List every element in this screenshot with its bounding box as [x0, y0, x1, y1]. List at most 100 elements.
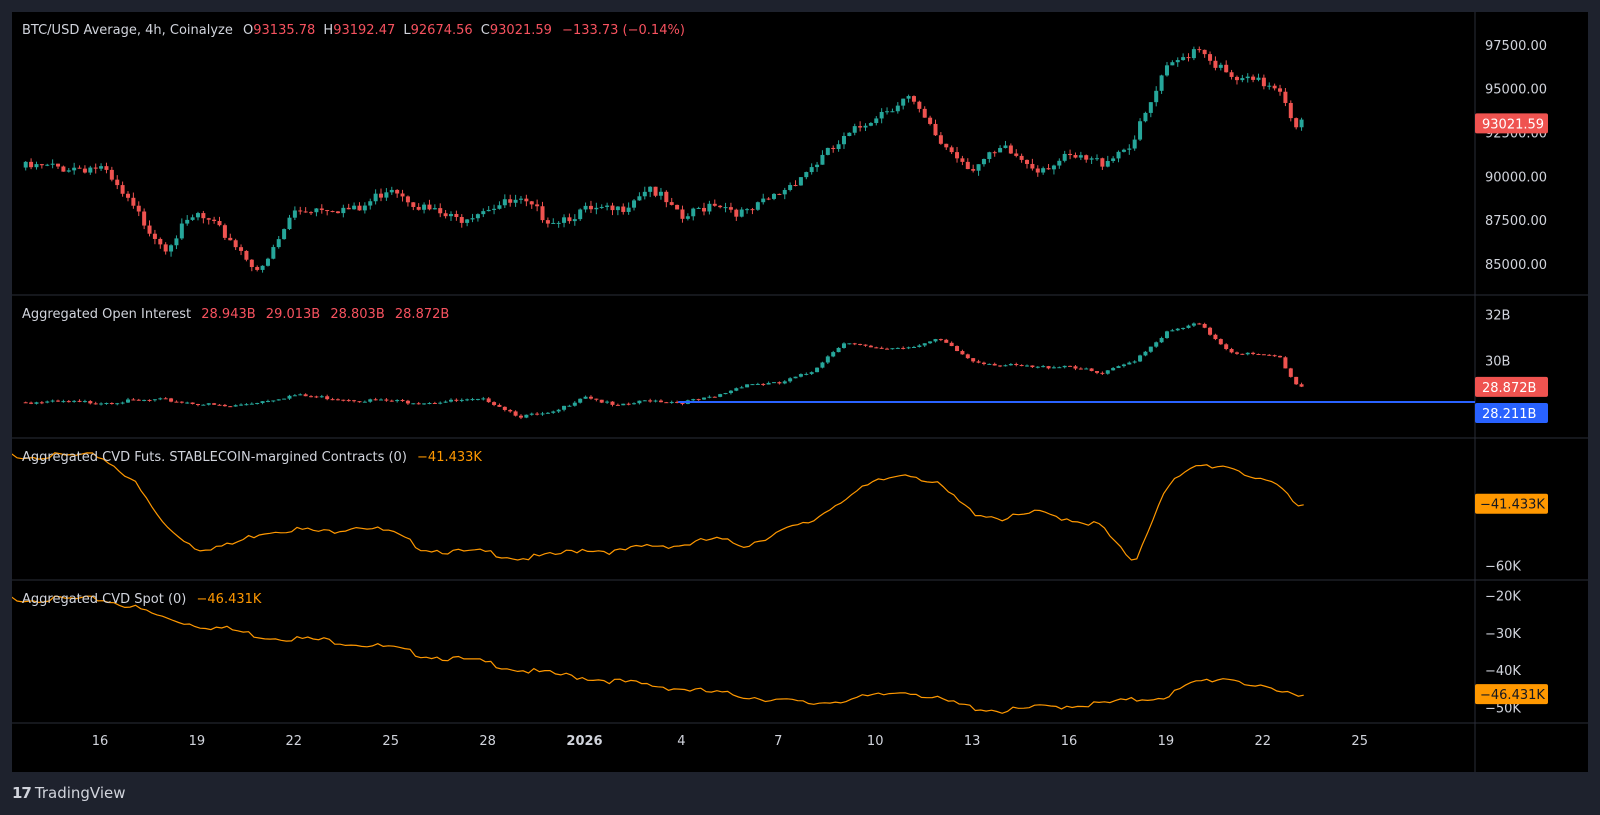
price-candle — [551, 222, 556, 224]
oi-candle — [976, 361, 981, 363]
oi-candle — [1035, 366, 1040, 368]
oi-candle — [1197, 323, 1202, 325]
oi-candle — [1041, 366, 1046, 368]
oi-candle — [1283, 357, 1288, 369]
oi-candle — [798, 374, 803, 377]
oi-candle — [459, 399, 464, 401]
oi-candle — [755, 383, 760, 385]
oi-candle — [45, 401, 50, 403]
price-candle — [233, 240, 238, 248]
oi-candle — [1256, 353, 1261, 355]
oi-candle — [1272, 355, 1277, 357]
price-candle — [1084, 155, 1089, 160]
price-candle — [443, 213, 448, 217]
price-candle — [847, 132, 852, 136]
price-candle — [820, 154, 825, 165]
oi-candle — [432, 403, 437, 405]
oi-candle — [1164, 331, 1169, 339]
oi-candle — [109, 402, 114, 404]
oi-candle — [486, 398, 491, 403]
price-candle — [249, 259, 254, 268]
oi-candle — [1224, 344, 1229, 350]
price-candle — [61, 166, 66, 172]
price-candle — [125, 193, 130, 198]
price-candle — [438, 208, 443, 214]
cvd-futs-legend-value: −41.433K — [417, 450, 482, 465]
time-axis-tick-label: 7 — [774, 734, 782, 749]
price-candle — [955, 152, 960, 159]
oi-candle — [632, 403, 637, 405]
oi-candle — [115, 403, 120, 405]
price-candle — [680, 209, 685, 219]
oi-candle — [282, 398, 287, 400]
price-candle — [685, 216, 690, 219]
chart-canvas[interactable]: 16 19 22 25 28 2026 4 7 10 13 16 19 22 25 97500.00 9500… — [12, 12, 1588, 772]
oi-open-value: 28.943B — [201, 307, 256, 322]
cvd-spot-legend-title: Aggregated CVD Spot (0) — [22, 592, 187, 607]
price-candle — [707, 203, 712, 212]
price-candle — [93, 167, 98, 169]
last-price-badge-label: 93021.59 — [1482, 117, 1544, 132]
oi-candle — [1299, 384, 1304, 387]
oi-candle — [901, 347, 906, 349]
price-candle — [739, 209, 744, 217]
price-candle — [228, 237, 233, 241]
chart-frame[interactable]: 16 19 22 25 28 2026 4 7 10 13 16 19 22 25 97500.00 9500… — [12, 12, 1588, 772]
oi-candle — [50, 400, 55, 402]
price-axis-tick-label: 97500.00 — [1485, 39, 1547, 54]
price-candle — [1046, 168, 1051, 170]
oi-candle — [761, 383, 766, 385]
oi-candle — [239, 404, 244, 406]
price-candle — [465, 219, 470, 223]
close-prefix: C — [480, 23, 490, 38]
price-candle — [675, 204, 680, 210]
tradingview-logo-icon: 17 — [12, 784, 32, 802]
oi-candle — [987, 363, 992, 365]
price-candle — [572, 219, 577, 222]
price-candle — [841, 135, 846, 145]
price-candle — [179, 223, 184, 239]
price-candle — [798, 177, 803, 186]
price-candle — [632, 200, 637, 208]
oi-candle — [1148, 346, 1153, 352]
oi-candle — [841, 343, 846, 348]
price-candle — [319, 208, 324, 211]
cvd-futs-last-value-badge — [1475, 493, 1548, 514]
oi-candle — [1046, 366, 1051, 369]
oi-candle — [88, 401, 93, 404]
oi-candle — [610, 401, 615, 405]
time-axis-tick-label: 22 — [286, 734, 303, 749]
oi-candle — [379, 399, 384, 401]
oi-candle — [1003, 365, 1008, 367]
price-candle — [642, 191, 647, 197]
price-candle — [115, 179, 120, 186]
price-candle — [1234, 76, 1239, 81]
price-candle — [712, 203, 717, 206]
cvd-spot-axis-tick-label: −40K — [1485, 664, 1521, 679]
oi-candle — [739, 387, 744, 389]
price-candle — [1191, 49, 1196, 59]
oi-candle — [1014, 364, 1019, 366]
oi-candle — [384, 399, 389, 401]
tradingview-brand[interactable]: 17 TradingView — [12, 784, 126, 802]
oi-candle — [1078, 368, 1083, 370]
oi-candle — [1073, 366, 1078, 369]
price-candle — [373, 193, 378, 202]
price-candle — [56, 163, 61, 167]
price-candle — [454, 213, 459, 218]
price-candle — [960, 158, 965, 162]
price-candle — [120, 185, 125, 194]
oi-candle — [1245, 352, 1250, 355]
price-candle — [766, 198, 771, 200]
price-candle — [50, 163, 55, 165]
oi-candle — [578, 398, 583, 403]
price-candle — [702, 207, 707, 212]
oi-candle — [395, 400, 400, 402]
price-candle — [174, 238, 179, 246]
oi-candle — [1057, 367, 1062, 369]
close-value: 93021.59 — [489, 23, 552, 38]
price-candle — [987, 152, 992, 159]
price-candle — [992, 152, 997, 154]
oi-candle — [147, 399, 152, 401]
price-candle — [45, 164, 50, 166]
